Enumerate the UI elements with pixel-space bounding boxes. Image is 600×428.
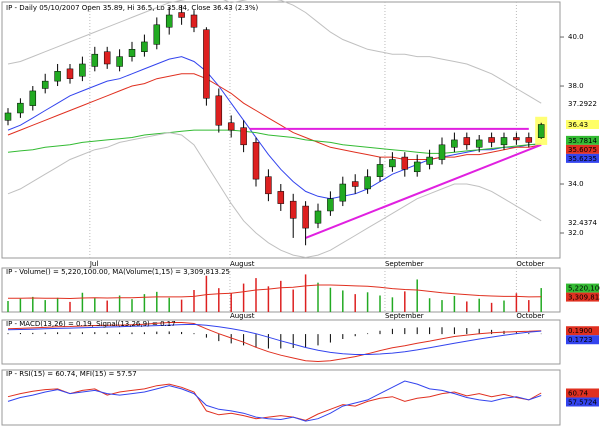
candle-body — [451, 139, 458, 148]
candle-body — [537, 124, 545, 138]
candle-body — [475, 139, 483, 148]
x-tick-label: August — [230, 312, 255, 320]
candle-body — [91, 53, 99, 67]
price-label-box — [566, 144, 599, 154]
candle-body — [339, 183, 347, 202]
candle-body — [351, 181, 359, 187]
candle-body — [128, 49, 136, 57]
price-label: 0.1723 — [568, 336, 593, 344]
price-label: 57.5724 — [568, 398, 597, 406]
trendline — [305, 143, 542, 239]
price-label-box — [566, 283, 599, 293]
candle-body — [165, 14, 173, 28]
y-tick-label: 38.0 — [568, 82, 584, 90]
price-label-box — [566, 335, 599, 345]
indicator-line — [7, 0, 542, 104]
indicator-line — [7, 73, 542, 160]
price-label-box — [566, 388, 599, 398]
candle-body — [252, 142, 260, 180]
candle-body — [463, 137, 471, 146]
candle-body — [178, 12, 185, 18]
candle-body — [289, 200, 297, 219]
candle-body — [190, 14, 198, 28]
price-label-box — [566, 217, 599, 227]
candle-body — [17, 102, 24, 114]
panel-title: IP - MACD(13,26) = 0.19, Signal(13,26,9)… — [6, 320, 176, 328]
candle-body — [513, 137, 520, 141]
candle-body — [265, 176, 272, 195]
candle-body — [327, 198, 334, 212]
candle-body — [426, 156, 433, 165]
indicator-line — [7, 132, 542, 259]
price-label: 36.43 — [568, 121, 588, 129]
price-label: 35.6075 — [568, 146, 597, 154]
price-label: 60.74 — [568, 389, 589, 397]
price-label: 32.4374 — [568, 219, 597, 227]
indicator-line — [7, 383, 542, 421]
candle-body — [389, 159, 396, 168]
candle-body — [277, 191, 285, 204]
chart-title: IP - Daily 05/10/2007 Open 35.89, Hi 36.… — [6, 4, 258, 12]
price-label-box — [566, 397, 599, 407]
y-tick-label: 40.0 — [568, 33, 584, 41]
candle-body — [525, 137, 533, 143]
panel-frame — [1, 369, 561, 426]
panel-frame — [1, 319, 561, 365]
candle-body — [116, 56, 123, 67]
x-tick-label: Jul — [89, 260, 99, 268]
candle-body — [488, 137, 495, 143]
candle-body — [500, 137, 508, 146]
candle-body — [302, 205, 309, 229]
price-label: 3,309,813 — [568, 294, 600, 302]
y-tick-label: 34.0 — [568, 180, 584, 188]
candle-body — [240, 127, 247, 146]
indicator-line — [7, 56, 542, 200]
x-tick-label: October — [516, 312, 544, 320]
candle-body — [54, 71, 61, 82]
price-label-box — [566, 292, 599, 302]
candle-body — [79, 63, 86, 77]
indicator-line — [7, 129, 542, 154]
candle-body — [215, 95, 223, 126]
candle-body — [227, 122, 235, 131]
candle-body — [4, 112, 12, 121]
price-label: 5,220,100 — [568, 285, 600, 293]
price-label-box — [566, 326, 599, 336]
price-label: 35.7814 — [568, 137, 597, 145]
price-label-box — [566, 98, 599, 108]
panel-frame — [1, 1, 561, 259]
panel-title: IP - RSI(15) = 60.74, MFI(15) = 57.57 — [6, 370, 137, 378]
price-label-box — [566, 135, 599, 145]
x-tick-label: August — [230, 260, 255, 268]
panel-title: IP - Volume() = 5,220,100.00, MA(Volume(… — [6, 268, 230, 276]
candle-body — [141, 41, 148, 52]
candle-body — [41, 80, 49, 89]
x-tick-label: September — [385, 260, 424, 268]
candle-body — [314, 210, 322, 224]
price-label: 0.1900 — [568, 327, 593, 335]
candle-body — [103, 51, 111, 65]
candle-body — [29, 90, 37, 106]
price-label: 37.2922 — [568, 100, 597, 108]
x-tick-label: October — [516, 260, 544, 268]
candle-body — [401, 156, 409, 170]
price-label: 35.6235 — [568, 155, 597, 163]
candle-body — [153, 24, 161, 45]
candle-body — [438, 144, 446, 160]
candle-body — [203, 29, 210, 99]
volume-ma — [8, 284, 542, 300]
price-label-box — [566, 119, 599, 129]
candle-body — [66, 68, 74, 79]
candle-body — [364, 176, 371, 190]
indicator-line — [7, 323, 542, 355]
candle-body — [376, 164, 384, 177]
y-tick-label: 32.0 — [568, 229, 584, 237]
candle-body — [413, 161, 421, 173]
x-tick-label: September — [385, 312, 424, 320]
indicator-line — [7, 322, 542, 363]
price-label-box — [566, 153, 599, 163]
indicator-line — [7, 380, 542, 422]
